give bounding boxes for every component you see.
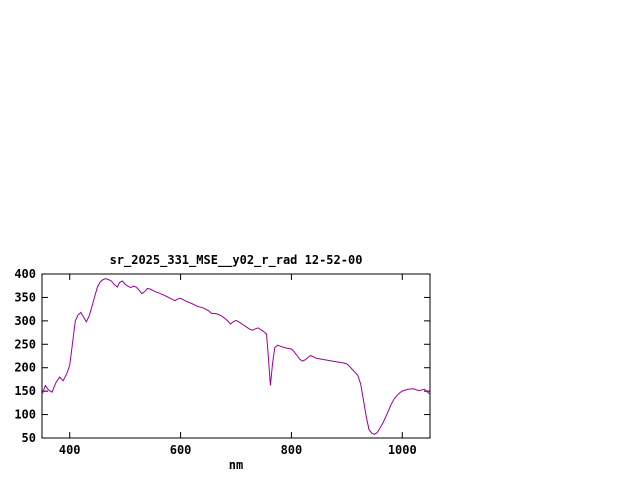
y-tick-label: 250 xyxy=(14,337,36,351)
y-tick-label: 400 xyxy=(14,267,36,281)
x-tick-label: 600 xyxy=(170,443,192,457)
series-line xyxy=(41,278,431,435)
x-tick-label: 800 xyxy=(281,443,303,457)
plot-border xyxy=(41,273,431,439)
y-tick-label: 300 xyxy=(14,314,36,328)
y-tick-label: 50 xyxy=(22,431,36,445)
x-axis-ticks: 400 600 800 1000 xyxy=(59,274,417,457)
y-tick-label: 350 xyxy=(14,290,36,304)
y-tick-label: 100 xyxy=(14,408,36,422)
chart-title: sr_2025_331_MSE__y02_r_rad 12-52-00 xyxy=(110,253,363,268)
x-tick-label: 400 xyxy=(59,443,81,457)
y-axis-ticks: 50 100 150 200 250 300 350 400 xyxy=(14,267,430,445)
y-tick-label: 150 xyxy=(14,384,36,398)
x-axis-label: nm xyxy=(229,458,243,472)
x-tick-label: 1000 xyxy=(388,443,417,457)
y-tick-label: 200 xyxy=(14,361,36,375)
